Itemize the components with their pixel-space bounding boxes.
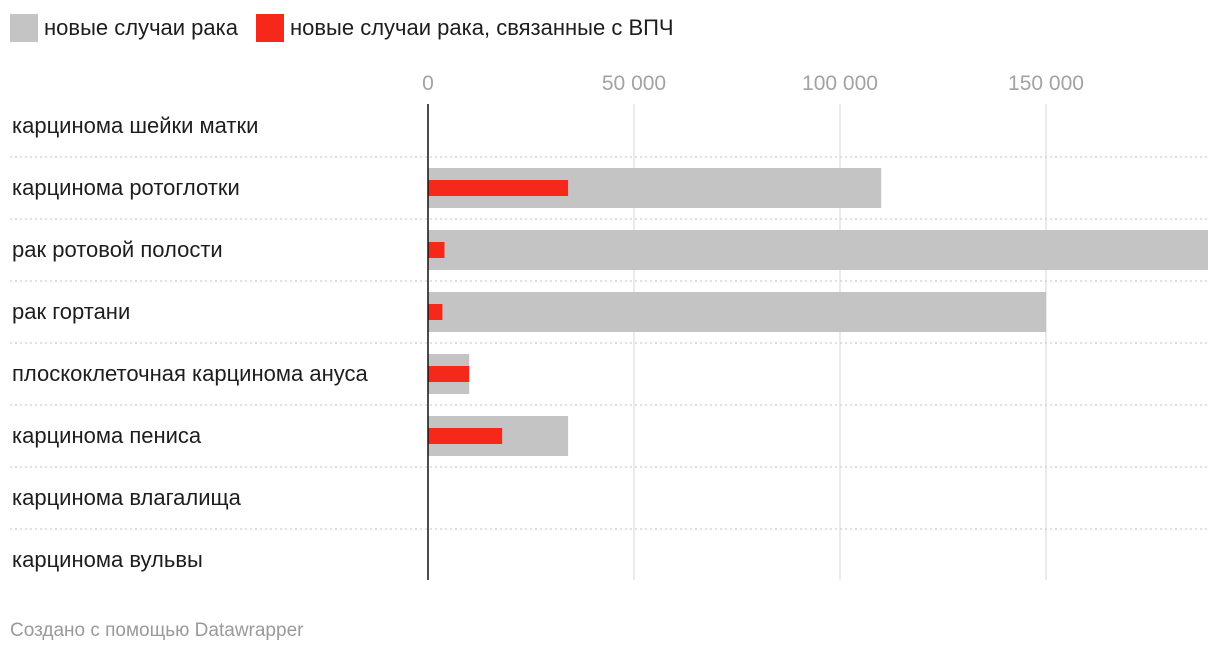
x-tick-label: 50 000 — [602, 72, 666, 95]
category-label: рак ротовой полости — [12, 237, 223, 262]
bar-hpv-cases — [428, 428, 503, 444]
category-label: карцинома ротоглотки — [12, 175, 240, 200]
legend-swatch-all-cases — [10, 14, 38, 42]
legend-item-all-cases: новые случаи рака — [10, 14, 238, 42]
bar-hpv-cases — [428, 180, 569, 196]
x-tick-label: 100 000 — [802, 72, 878, 95]
category-label: карцинома вульвы — [12, 547, 203, 572]
legend-swatch-hpv-cases — [255, 14, 284, 42]
category-label: рак гортани — [12, 299, 130, 324]
bar-hpv-cases — [428, 242, 445, 258]
bar-chart: 0 50 000 100 000 150 000 карцинома шейки мат… — [10, 72, 1208, 580]
category-label: карцинома пениса — [12, 423, 202, 448]
bar-all-cases — [428, 230, 1208, 270]
bar-hpv-cases — [428, 304, 443, 320]
x-tick-label: 150 000 — [1008, 72, 1084, 95]
x-tick-label: 0 — [422, 72, 434, 95]
bar-hpv-cases — [428, 366, 470, 382]
legend-label-all-cases: новые случаи рака — [44, 15, 238, 40]
category-label: карцинома шейки матки — [12, 113, 258, 138]
legend-item-hpv-cases: новые случаи рака, связанные с ВПЧ — [255, 14, 674, 42]
category-label: карцинома влагалища — [12, 485, 242, 510]
bar-all-cases — [428, 292, 1046, 332]
legend: новые случаи рака новые случаи рака, свя… — [10, 13, 692, 43]
credit-footer: Создано с помощью Datawrapper — [10, 620, 304, 641]
legend-label-hpv-cases: новые случаи рака, связанные с ВПЧ — [289, 15, 674, 40]
category-label: плоскоклеточная карцинома ануса — [12, 361, 368, 386]
